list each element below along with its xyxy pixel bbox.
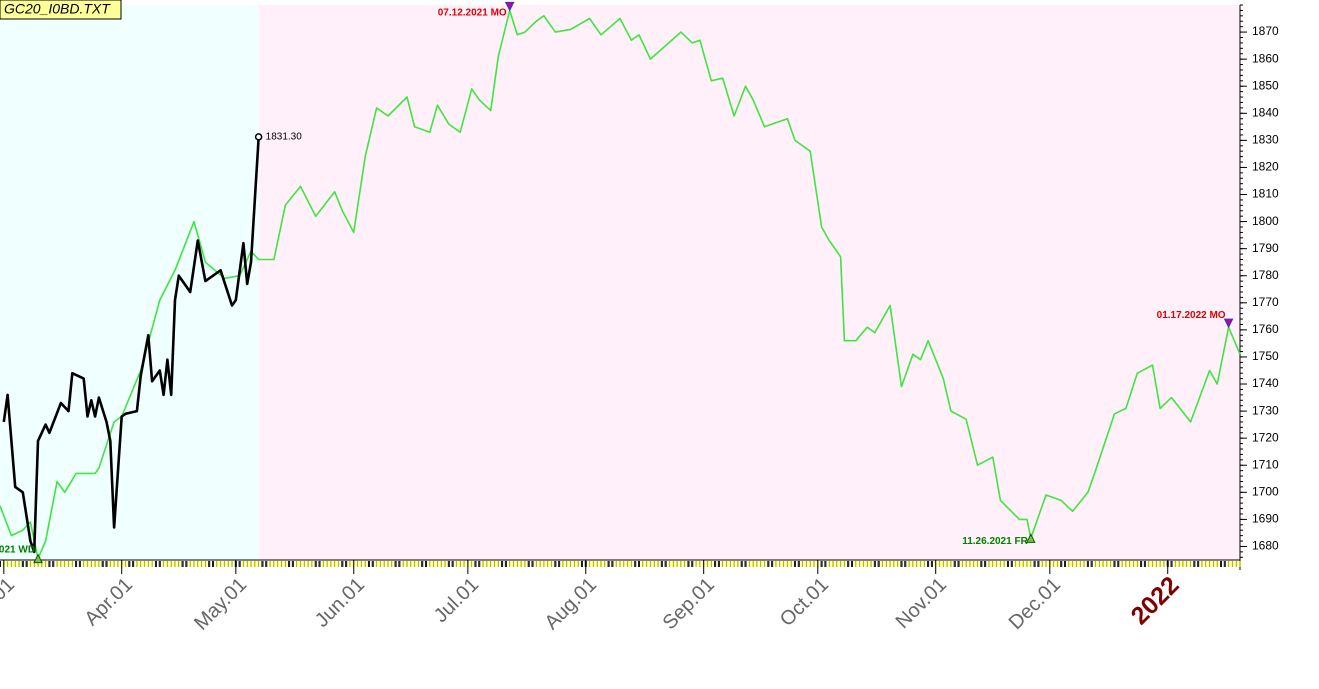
y-tick-label: 1850 xyxy=(1252,78,1279,92)
y-tick-label: 1840 xyxy=(1252,105,1279,119)
y-tick-label: 1770 xyxy=(1252,295,1279,309)
y-tick-label: 1800 xyxy=(1252,214,1279,228)
y-tick-label: 1720 xyxy=(1252,430,1279,444)
y-tick-label: 1710 xyxy=(1252,457,1279,471)
high-marker xyxy=(504,1,515,12)
x-tick-label: Jun.01 xyxy=(311,574,369,632)
forecast-background xyxy=(258,5,1241,560)
x-tick-label: Mar.01 xyxy=(0,574,19,633)
x-tick-label: Nov.01 xyxy=(892,574,951,633)
y-tick-label: 1780 xyxy=(1252,268,1279,282)
y-tick-label: 1740 xyxy=(1252,376,1279,390)
y-tick-label: 1690 xyxy=(1252,512,1279,526)
x-minor-tick xyxy=(0,561,1,567)
history-background xyxy=(0,5,259,560)
series-line xyxy=(0,9,1241,560)
x-tick-label: Aug.01 xyxy=(541,574,601,634)
y-tick-label: 1760 xyxy=(1252,322,1279,336)
annotation: 01.17.2022 MO xyxy=(1157,310,1226,321)
chart-title: GC20_I0BD.TXT xyxy=(4,1,111,17)
y-tick-label: 1810 xyxy=(1252,187,1279,201)
high-marker xyxy=(1223,318,1234,329)
x-tick-label: Jul.01 xyxy=(430,574,483,627)
annotation: 11.26.2021 FR xyxy=(962,536,1028,547)
last-point xyxy=(254,133,263,141)
series-line xyxy=(2,136,260,554)
y-tick-label: 1750 xyxy=(1252,349,1279,363)
annotation: 07.12.2021 MO xyxy=(438,8,507,19)
low-marker xyxy=(33,553,43,564)
y-tick-label: 1820 xyxy=(1252,160,1279,174)
annotation: 1831.30 xyxy=(266,131,303,142)
x-tick-label: Apr.01 xyxy=(81,574,137,630)
y-tick-label: 1700 xyxy=(1252,484,1279,498)
x-tick-label: 2022 xyxy=(1126,571,1185,630)
low-marker xyxy=(1025,533,1036,543)
y-tick-label: 1860 xyxy=(1252,51,1279,65)
x-tick-label: Dec.01 xyxy=(1005,574,1065,634)
y-tick-label: 1870 xyxy=(1252,24,1279,38)
y-tick-label: 1680 xyxy=(1252,539,1279,553)
annotation: 021 WD xyxy=(0,545,35,556)
y-tick-label: 1790 xyxy=(1252,241,1279,255)
x-tick-label: May.01 xyxy=(190,574,251,635)
x-tick-label: Sep.01 xyxy=(659,574,719,634)
title-box xyxy=(0,0,122,20)
y-tick-label: 1830 xyxy=(1252,133,1279,147)
x-tick-label: Oct.01 xyxy=(776,574,833,631)
y-tick-label: 1730 xyxy=(1252,403,1279,417)
